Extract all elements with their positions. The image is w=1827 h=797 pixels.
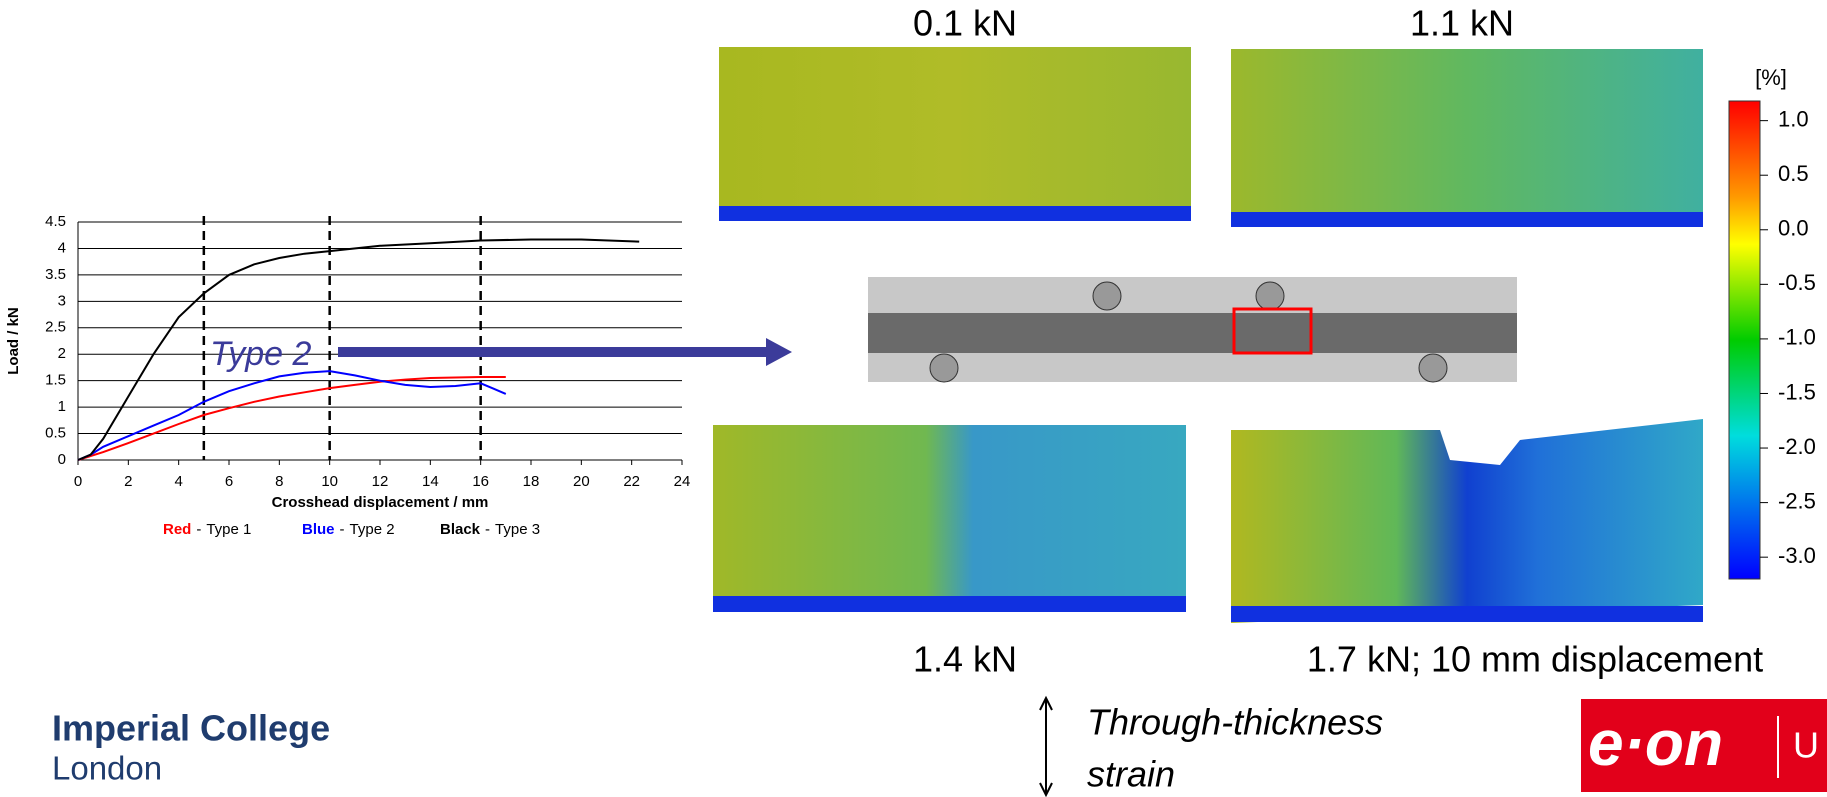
x-tick-label: 22: [623, 473, 640, 490]
y-tick-label: 2: [58, 345, 66, 362]
annotation-arrowhead: [766, 338, 792, 366]
strain-note: Through-thickness: [1087, 702, 1383, 743]
y-tick-label: 1: [58, 398, 66, 415]
legend-key: Red: [163, 521, 191, 538]
legend-label: Type 3: [495, 521, 540, 538]
y-tick-label: 2.5: [45, 319, 66, 336]
colorbar-label: -1.5: [1778, 379, 1816, 404]
x-tick-label: 16: [472, 473, 489, 490]
map-label: 1.1 kN: [1410, 3, 1514, 44]
x-tick-label: 4: [174, 473, 182, 490]
legend-label: Type 1: [206, 521, 251, 538]
legend-entry: Black-Type 3: [440, 521, 540, 538]
colorbar-label: -0.5: [1778, 270, 1816, 295]
y-tick-label: 0.5: [45, 425, 66, 442]
map-edge: [713, 596, 1186, 612]
map-label: 0.1 kN: [913, 3, 1017, 44]
colorbar-label: -2.5: [1778, 488, 1816, 513]
map-label: 1.4 kN: [913, 639, 1017, 680]
y-tick-label: 0: [58, 451, 66, 468]
legend-key: Blue: [302, 521, 335, 538]
x-tick-label: 2: [124, 473, 132, 490]
x-tick-label: 20: [573, 473, 590, 490]
annotation: Type 2: [210, 335, 312, 373]
y-axis-label: Load / kN: [5, 307, 22, 375]
legend-entry: Blue-Type 2: [302, 521, 395, 538]
x-tick-label: 12: [372, 473, 389, 490]
strain-map: [1231, 419, 1703, 623]
strain-map: [719, 47, 1191, 221]
slide: 0.1 kN 1.1 kN 1.4 kN 1.7 kN; 10 mm displ…: [0, 0, 1827, 797]
logo-text: e·on: [1588, 707, 1723, 779]
colorbar-label: 0.5: [1778, 161, 1809, 186]
x-tick-label: 8: [275, 473, 283, 490]
x-axis-label: Crosshead displacement / mm: [272, 494, 489, 511]
logo-text: Imperial College: [52, 708, 330, 749]
colorbar-label: -3.0: [1778, 543, 1816, 568]
map-edge: [719, 206, 1191, 221]
logo-text: London: [52, 750, 162, 787]
legend-sep: -: [340, 521, 345, 538]
x-tick-label: 0: [74, 473, 82, 490]
map-label: 1.7 kN; 10 mm displacement: [1307, 639, 1763, 680]
strain-note: strain: [1087, 754, 1175, 795]
roller: [1093, 282, 1121, 310]
map-edge: [1231, 212, 1703, 227]
roller: [1256, 282, 1284, 310]
y-tick-label: 3.5: [45, 266, 66, 283]
strain-map: [1231, 49, 1703, 227]
map-edge: [1231, 606, 1703, 622]
colorbar-unit: [%]: [1755, 65, 1787, 90]
annotation-arrow: [338, 347, 768, 357]
x-tick-label: 6: [225, 473, 233, 490]
colorbar-label: -1.0: [1778, 325, 1816, 350]
x-tick-label: 14: [422, 473, 439, 490]
colorbar-label: -2.0: [1778, 434, 1816, 459]
y-tick-label: 3: [58, 292, 66, 309]
strain-map: [713, 425, 1186, 612]
x-tick-label: 18: [523, 473, 540, 490]
roller: [1419, 354, 1447, 382]
x-tick-label: 10: [321, 473, 338, 490]
colorbar-label: 1.0: [1778, 106, 1809, 131]
x-tick-label: 24: [674, 473, 691, 490]
logo-text: U: [1793, 725, 1819, 766]
legend-sep: -: [196, 521, 201, 538]
y-tick-label: 4: [58, 239, 66, 256]
colorbar: [1729, 101, 1760, 579]
specimen-photo: [868, 277, 1517, 382]
colorbar-label: 0.0: [1778, 216, 1809, 241]
legend-entry: Red-Type 1: [163, 521, 251, 538]
specimen: [868, 313, 1517, 353]
roller: [930, 354, 958, 382]
y-tick-label: 1.5: [45, 372, 66, 389]
series-line: [78, 377, 506, 460]
y-tick-label: 4.5: [45, 213, 66, 230]
series-line: [78, 371, 506, 460]
legend-label: Type 2: [350, 521, 395, 538]
legend-sep: -: [485, 521, 490, 538]
legend-key: Black: [440, 521, 481, 538]
page: {"chart_data": {"type": "line", "xlabel"…: [0, 0, 1827, 797]
